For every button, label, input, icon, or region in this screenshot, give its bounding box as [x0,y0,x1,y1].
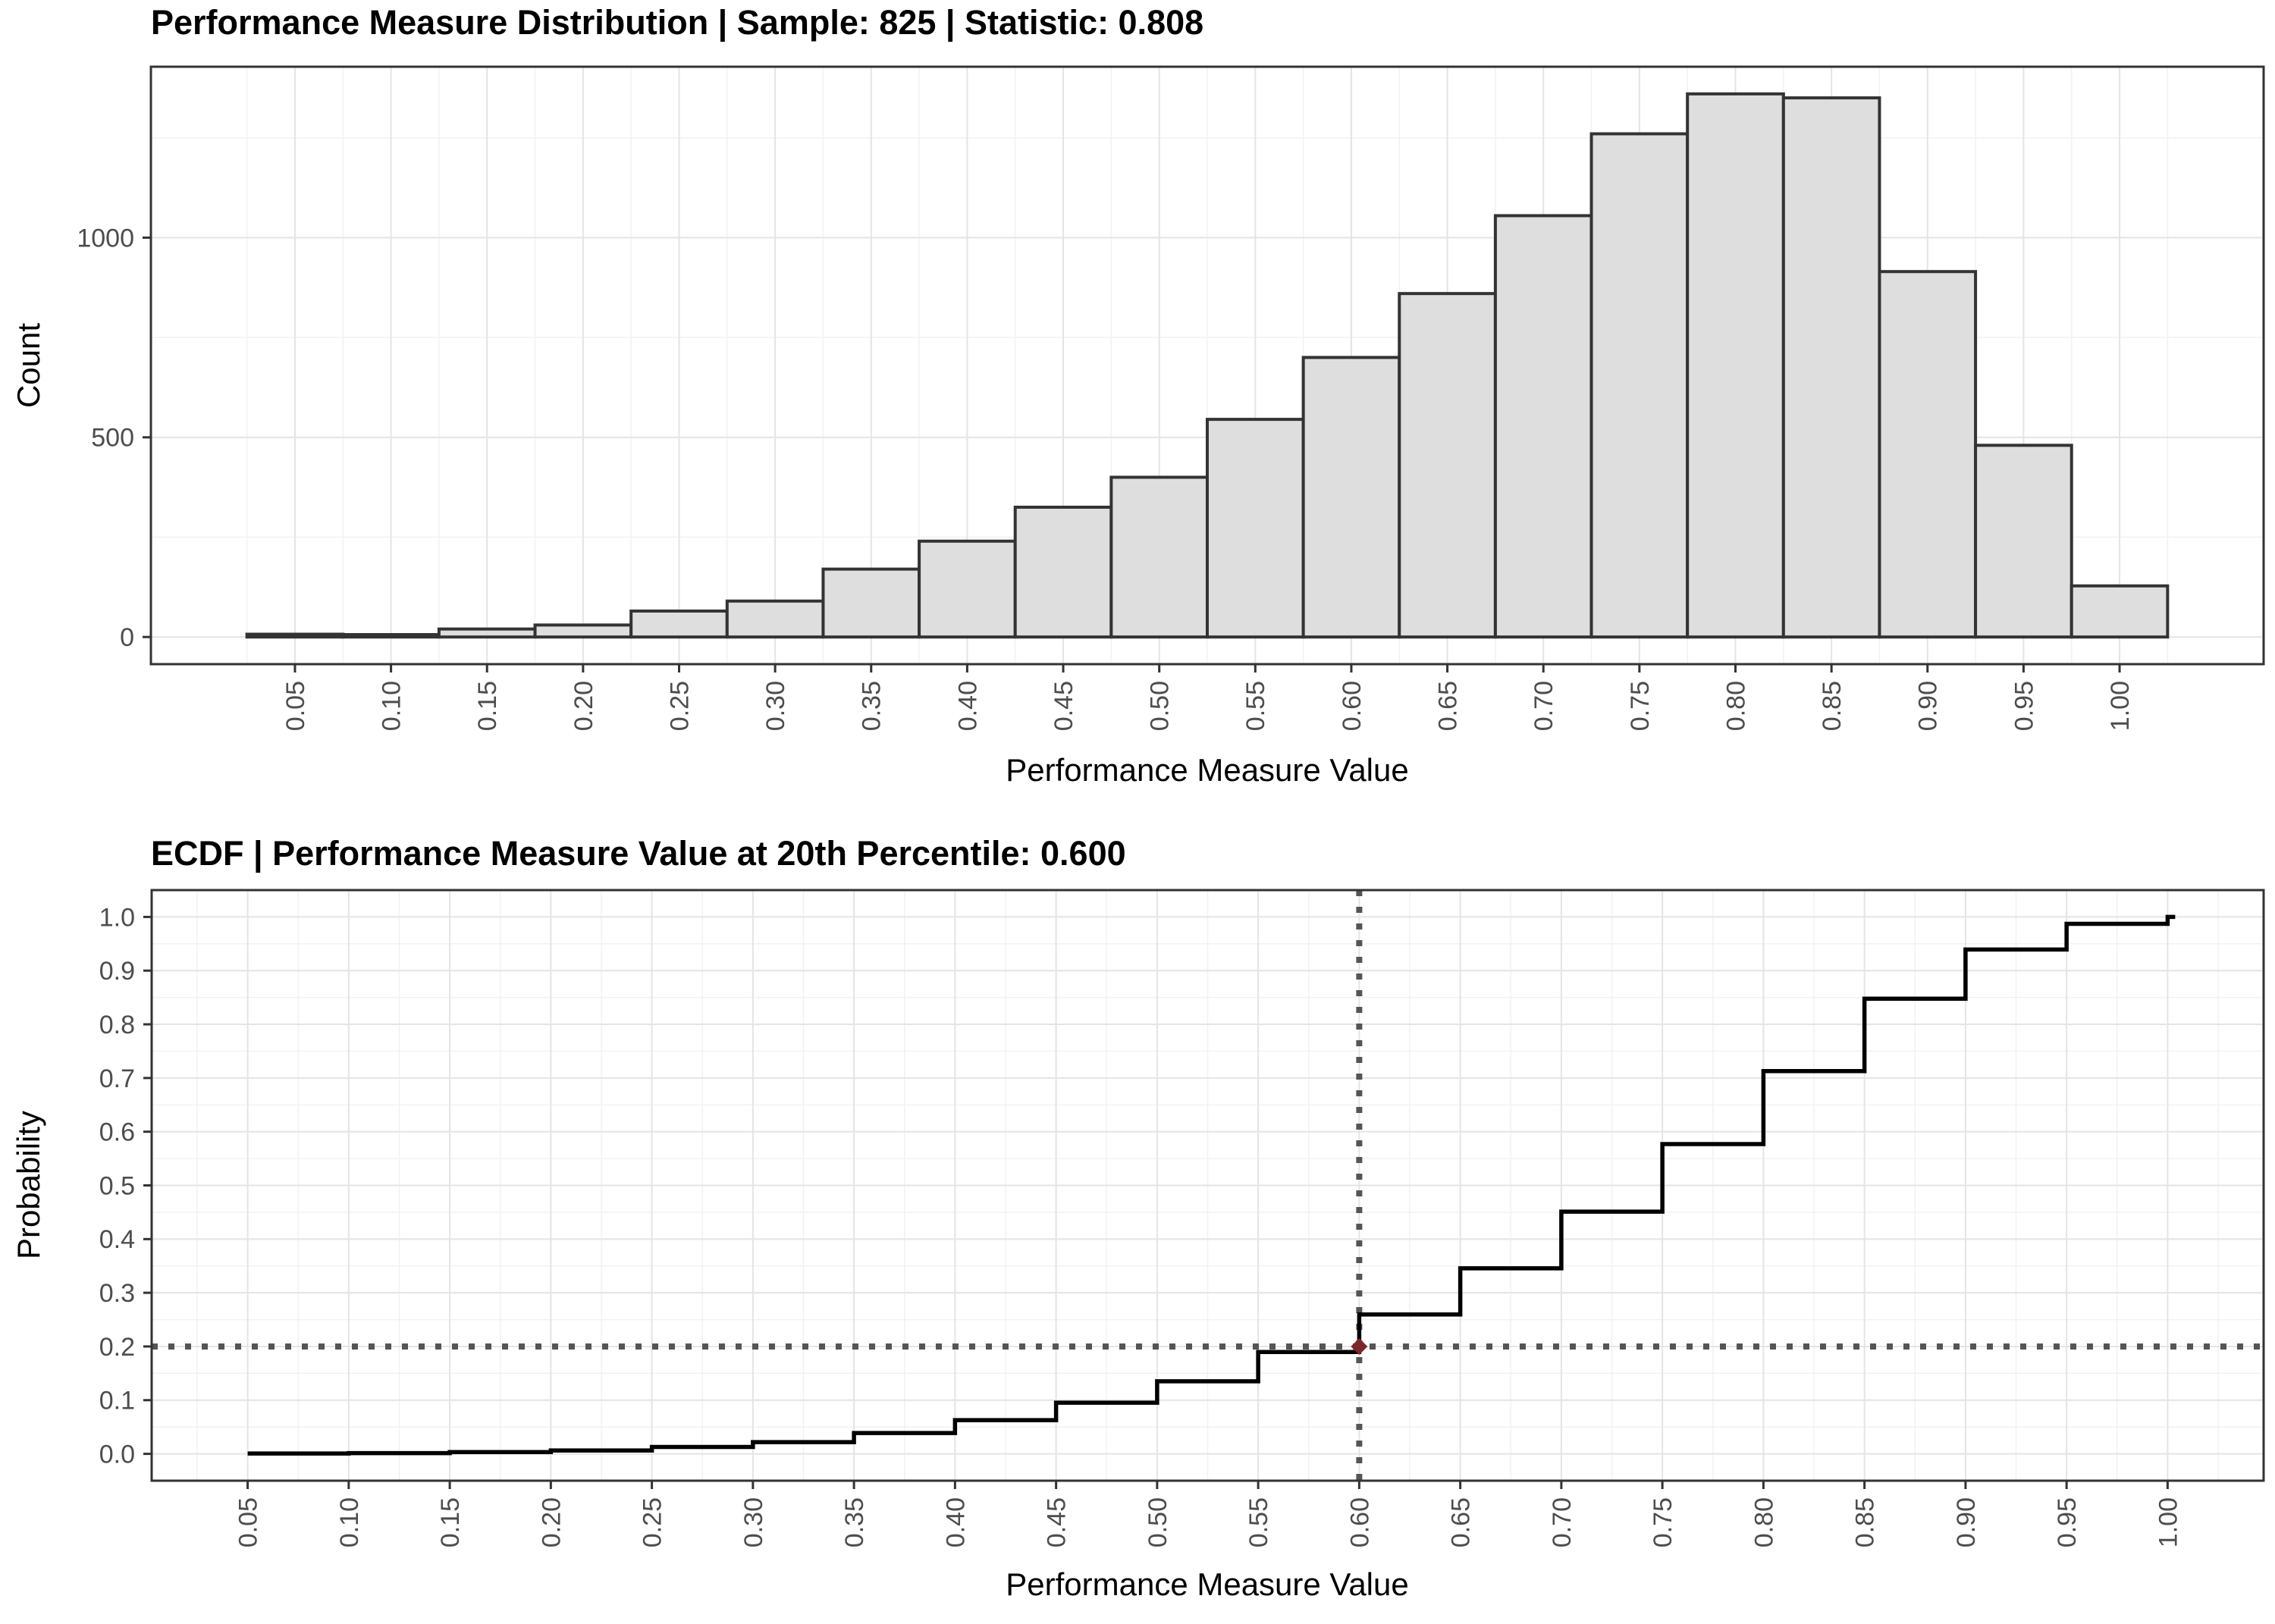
x-tick-label: 0.45 [1043,1497,1072,1547]
x-tick-label: 0.85 [1818,681,1847,731]
y-tick-label: 0.4 [99,1225,135,1254]
x-tick-label: 0.10 [335,1497,364,1547]
x-tick-label: 0.60 [1345,1497,1374,1547]
histogram-bar [2069,584,2170,639]
y-tick-label: 1.0 [99,903,135,932]
percentile-point [1351,1337,1368,1355]
histogram-bar [1206,418,1305,639]
y-tick-label: 0.1 [99,1387,135,1416]
x-tick-label: 0.75 [1626,681,1655,731]
x-tick-label: 0.40 [953,681,982,731]
x-tick-label: 0.20 [537,1497,566,1547]
x-tick-label: 0.50 [1146,681,1175,731]
x-tick-label: 0.25 [665,681,694,731]
histogram-bar [1301,356,1401,639]
x-tick-label: 0.80 [1721,681,1750,731]
x-tick-label: 0.65 [1447,1497,1476,1547]
x-tick-label: 0.90 [1952,1497,1981,1547]
x-tick-label: 0.05 [234,1497,262,1547]
x-tick-label: 0.45 [1050,681,1078,731]
y-tick-label: 0.0 [99,1440,135,1469]
y-tick-label: 1000 [77,224,134,252]
x-tick-label: 0.20 [570,681,598,731]
x-tick-label: 0.05 [281,681,310,731]
histogram-bar [437,627,537,639]
histogram-bar [1781,96,1881,639]
histogram-bar [1013,505,1113,639]
histogram-bar [1109,475,1210,639]
ecdf-title: ECDF | Performance Measure Value at 20th… [151,834,1126,873]
axis-ticks-and-labels: 0.05 0.10 0.15 0.20 0.25 0.30 0.35 0.40 0.45 0.50… [99,903,2183,1547]
histogram-bar [1878,270,1978,639]
x-tick-label: 0.60 [1338,681,1367,731]
histogram-bar [725,599,825,639]
x-tick-label: 0.15 [436,1497,465,1547]
histogram-bar [1686,92,1785,639]
x-tick-label: 1.00 [2106,681,2135,731]
y-tick-label: 0.7 [99,1064,135,1093]
histogram-bar [1493,214,1593,639]
panel-border [149,65,2265,666]
y-tick-label: 500 [91,424,134,453]
x-tick-label: 0.55 [1241,681,1270,731]
histogram-bar [245,632,345,639]
x-tick-label: 0.75 [1649,1497,1677,1547]
histogram-bar [1589,132,1690,639]
x-tick-label: 0.30 [761,681,790,731]
x-tick-label: 0.25 [639,1497,667,1547]
x-tick-label: 0.70 [1530,681,1558,731]
x-tick-label: 0.10 [377,681,406,731]
x-tick-label: 0.55 [1244,1497,1273,1547]
x-tick-label: 0.50 [1144,1497,1172,1547]
histogram-x-axis-title: Performance Measure Value [1006,752,1409,788]
y-tick-label: 0.2 [99,1333,135,1362]
x-tick-label: 1.00 [2154,1497,2182,1547]
histogram-bar [1974,444,2073,639]
x-tick-label: 0.15 [473,681,502,731]
ecdf-step-line [247,914,2176,1456]
x-tick-label: 0.70 [1548,1497,1577,1547]
x-tick-label: 0.40 [941,1497,970,1547]
x-tick-label: 0.35 [840,1497,869,1547]
y-tick-label: 0.9 [99,957,135,986]
x-tick-label: 0.90 [1914,681,1943,731]
ecdf-panel: 0.05 0.10 0.15 0.20 0.25 0.30 0.35 0.40 0.45 0.50… [99,889,2265,1547]
histogram-bar [821,567,921,639]
x-tick-label: 0.35 [858,681,886,731]
y-tick-label: 0.8 [99,1011,135,1039]
x-tick-label: 0.80 [1749,1497,1778,1547]
y-tick-label: 0.6 [99,1118,135,1147]
histogram-bar [918,539,1017,639]
y-tick-label: 0 [120,623,134,652]
axis-ticks-and-labels: 0.05 0.10 0.15 0.20 0.25 0.30 0.35 0.40 0.45 0.50… [77,224,2135,731]
y-tick-label: 0.3 [99,1279,135,1308]
x-tick-label: 0.65 [1433,681,1462,731]
ecdf-x-axis-title: Performance Measure Value [1006,1566,1409,1602]
histogram-panel: 0.05 0.10 0.15 0.20 0.25 0.30 0.35 0.40 0.45 0.50… [77,65,2265,731]
histogram-title: Performance Measure Distribution | Sampl… [151,3,1204,42]
y-tick-label: 0.5 [99,1171,135,1200]
x-tick-label: 0.30 [739,1497,768,1547]
x-tick-label: 0.85 [1851,1497,1880,1547]
histogram-bar [341,633,441,639]
histogram-bars [245,92,2170,639]
histogram-bar [629,609,729,639]
histogram-bar [1398,292,1497,639]
histogram-bar [533,623,633,639]
x-tick-label: 0.95 [2010,681,2038,731]
x-tick-label: 0.95 [2053,1497,2082,1547]
